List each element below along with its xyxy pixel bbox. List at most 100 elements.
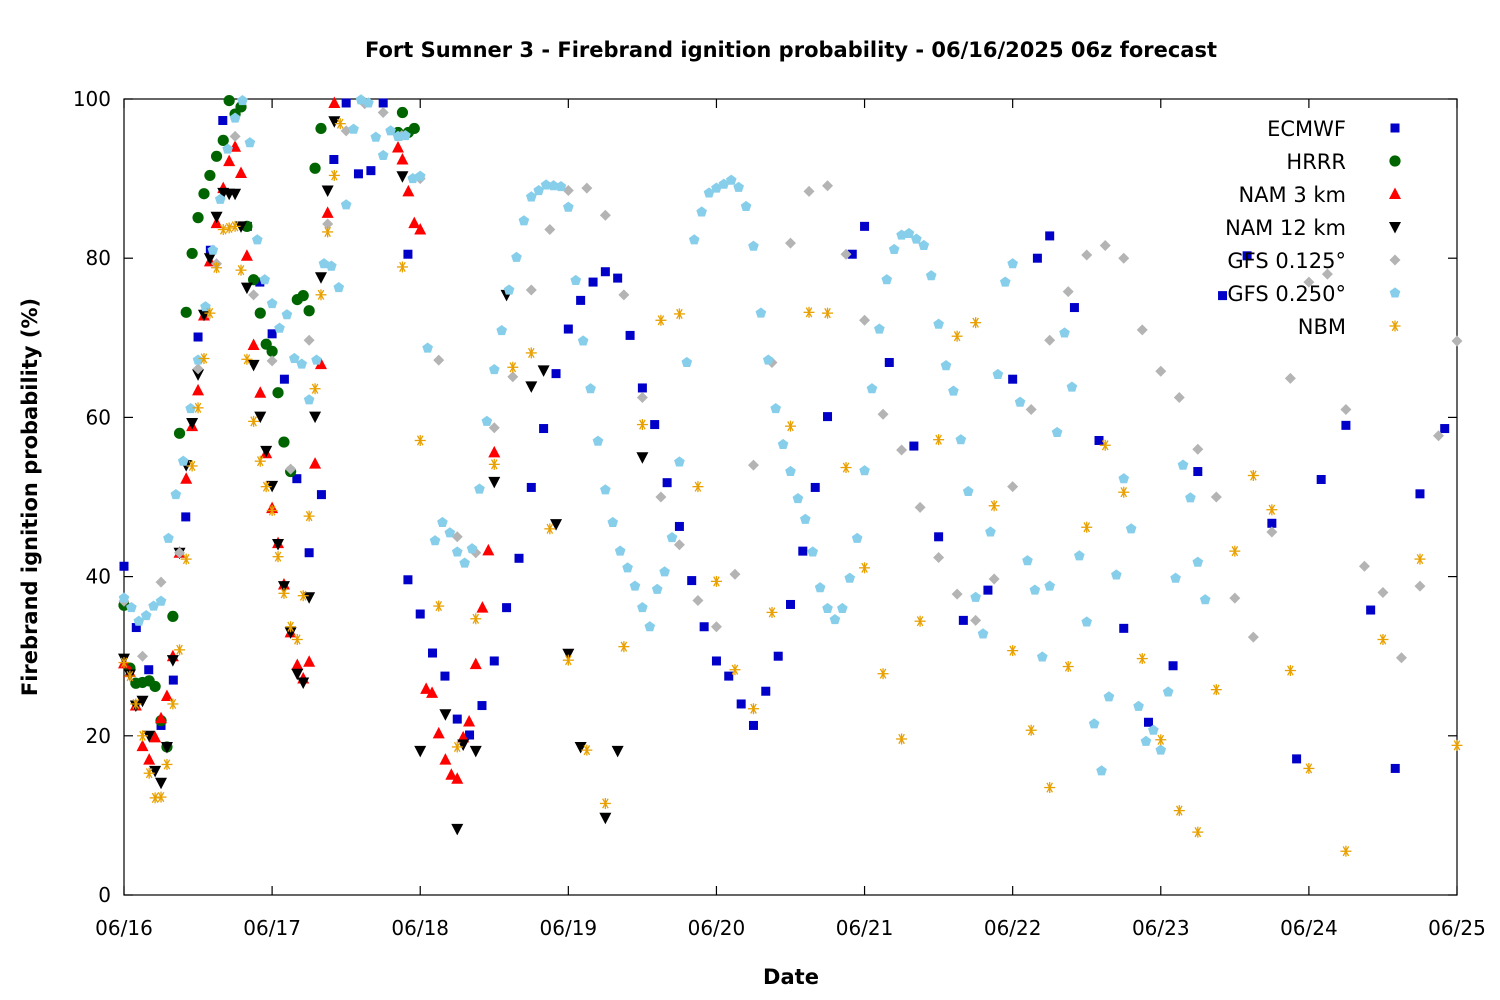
data-point	[888, 243, 900, 254]
data-point	[420, 682, 433, 694]
data-point	[167, 610, 179, 623]
y-tick-label: 80	[86, 246, 111, 270]
data-point	[859, 314, 871, 326]
data-point	[433, 600, 445, 612]
data-point	[266, 297, 278, 309]
data-point	[544, 523, 556, 535]
data-point	[452, 714, 462, 724]
data-point	[414, 170, 426, 181]
data-point	[988, 500, 1000, 512]
data-point	[988, 573, 1000, 585]
x-tick-label: 06/23	[1132, 916, 1190, 940]
data-point	[866, 383, 878, 394]
data-point	[1111, 569, 1122, 580]
data-point	[281, 309, 293, 320]
data-point	[377, 149, 389, 161]
data-point	[703, 187, 715, 198]
data-point	[525, 347, 537, 359]
data-point	[186, 460, 198, 472]
data-point	[934, 532, 944, 542]
data-point	[488, 445, 501, 458]
data-point	[1148, 724, 1159, 735]
data-point	[267, 329, 277, 339]
data-point	[254, 386, 267, 398]
data-point	[451, 546, 463, 557]
data-point	[1081, 249, 1093, 261]
data-point	[999, 276, 1011, 287]
data-point	[985, 526, 996, 537]
data-point	[414, 434, 426, 446]
data-point	[218, 115, 228, 125]
data-point	[548, 180, 559, 191]
data-point	[481, 415, 493, 426]
data-point	[747, 703, 759, 715]
data-point	[1173, 392, 1185, 403]
data-point	[136, 739, 149, 752]
data-point	[466, 543, 478, 554]
data-point	[1390, 763, 1400, 773]
data-point	[525, 381, 538, 393]
x-tick-label: 06/25	[1428, 916, 1486, 940]
data-point	[155, 711, 168, 724]
data-point	[1395, 652, 1407, 664]
data-point	[611, 745, 624, 758]
data-point	[681, 356, 693, 368]
data-point	[402, 184, 415, 197]
data-point	[599, 209, 611, 221]
data-point	[340, 199, 352, 210]
data-point	[747, 459, 759, 471]
data-point	[1155, 734, 1167, 746]
data-point	[291, 658, 304, 670]
data-point	[465, 730, 475, 740]
data-point	[1415, 489, 1425, 499]
legend-label: GFS 0.125°	[1227, 249, 1346, 273]
data-point	[235, 166, 248, 179]
legend-marker	[1389, 187, 1401, 199]
data-point	[1118, 252, 1130, 264]
data-point	[315, 289, 327, 301]
data-point	[1044, 580, 1056, 591]
data-point	[254, 307, 266, 319]
data-point	[1414, 580, 1426, 592]
data-point	[718, 178, 730, 189]
data-point	[285, 463, 297, 475]
data-point	[469, 657, 482, 670]
data-point	[1133, 700, 1144, 711]
data-point	[1036, 651, 1048, 662]
data-point	[186, 247, 198, 260]
data-point	[1247, 470, 1259, 482]
plot-border	[123, 98, 1458, 896]
data-point	[488, 458, 500, 470]
data-point	[724, 671, 734, 681]
x-tick-label: 06/19	[540, 916, 598, 940]
chart-title: Fort Sumner 3 - Firebrand ignition proba…	[365, 38, 1217, 62]
data-point	[149, 730, 162, 743]
data-point	[248, 415, 260, 427]
data-point	[278, 436, 290, 448]
data-point	[422, 342, 433, 353]
data-point	[507, 361, 519, 373]
data-point	[1440, 424, 1450, 434]
data-point	[217, 224, 229, 236]
data-point	[1340, 845, 1352, 857]
data-point	[1292, 754, 1302, 764]
x-tick-label: 06/20	[688, 916, 746, 940]
data-point	[237, 94, 248, 106]
data-point	[137, 730, 149, 742]
data-point	[1185, 492, 1196, 503]
data-point	[859, 465, 870, 476]
data-point	[637, 602, 648, 613]
data-point	[470, 613, 482, 625]
data-point	[622, 562, 633, 573]
data-point	[859, 562, 871, 574]
data-point	[673, 308, 685, 320]
data-point	[278, 587, 290, 599]
data-point	[496, 325, 508, 336]
data-point	[291, 668, 304, 681]
data-point	[761, 686, 771, 696]
data-point	[733, 181, 744, 192]
data-point	[1266, 526, 1278, 538]
data-point	[933, 434, 945, 446]
data-point	[525, 191, 537, 202]
